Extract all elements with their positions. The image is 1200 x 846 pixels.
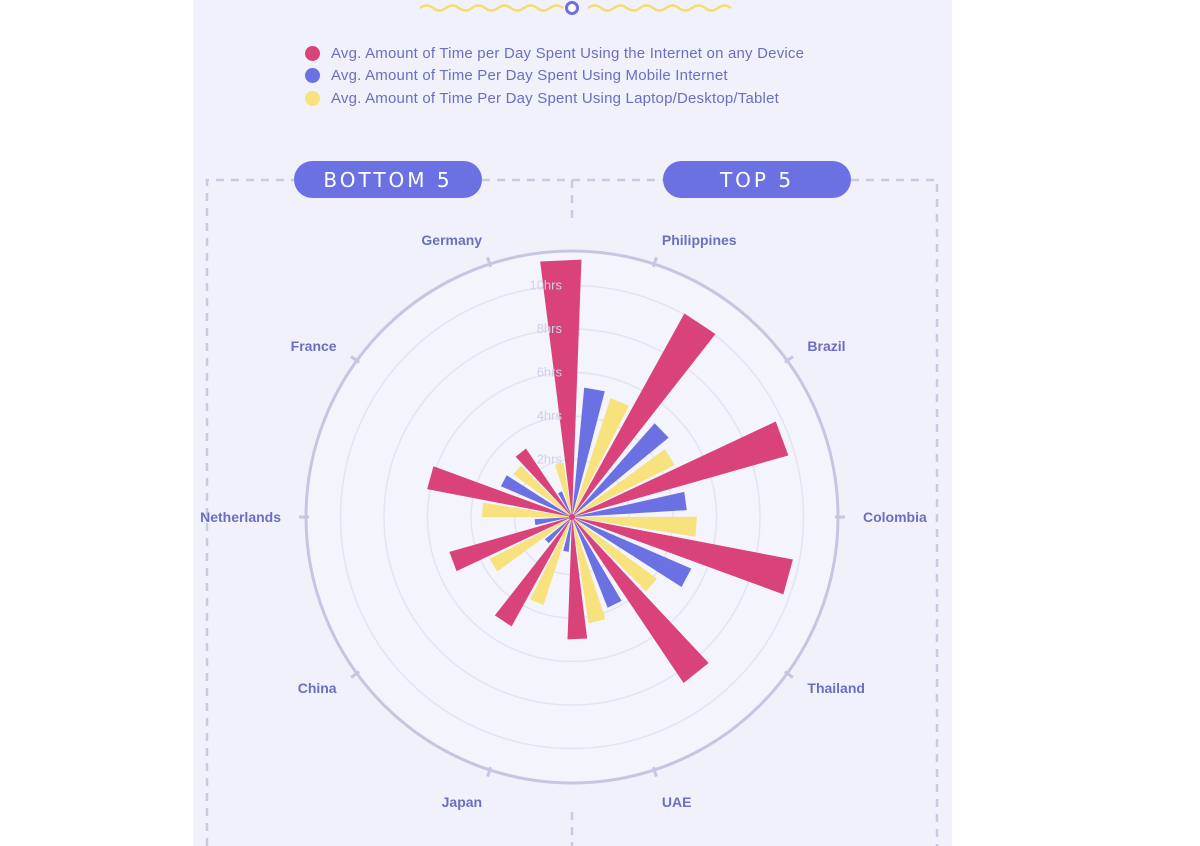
- ring-ornament-icon: [565, 1, 579, 15]
- bar-japan-laptop: [529, 517, 572, 606]
- bar-philippines-any_device: [540, 259, 582, 517]
- bar-netherlands-any_device: [449, 517, 572, 572]
- top-5-pill: TOP 5: [663, 161, 851, 198]
- header-decoration: [419, 1, 732, 15]
- tick-labels: 2hrs 4hrs 6hrs 8hrs 10hrs: [529, 278, 562, 467]
- category-label-france: France: [291, 338, 337, 354]
- chart-center: [569, 514, 575, 520]
- tick-label: 4hrs: [537, 408, 563, 423]
- category-label-colombia: Colombia: [863, 509, 927, 525]
- bar-brazil-laptop: [572, 449, 675, 517]
- category-notch: [651, 256, 658, 268]
- category-notch: [783, 355, 794, 364]
- bar-brazil-any_device: [572, 313, 716, 517]
- bar-china-any_device: [494, 517, 572, 627]
- category-notch: [486, 766, 493, 778]
- wave-decoration-left: [419, 4, 564, 12]
- legend-label: Avg. Amount of Time per Day Spent Using …: [331, 44, 805, 62]
- bar-netherlands-mobile: [534, 517, 572, 526]
- category-notch: [486, 256, 493, 268]
- category-label-netherlands: Netherlands: [200, 509, 281, 525]
- category-labels: Philippines Brazil Colombia Thailand UAE Japa…: [200, 232, 927, 810]
- bar-japan-any_device: [567, 517, 588, 640]
- bar-philippines-laptop: [572, 398, 629, 517]
- bar-france-mobile: [500, 475, 572, 517]
- frame-left: [205, 178, 294, 846]
- legend-dot: [305, 90, 320, 106]
- legend-item: Avg. Amount of Time Per Day Spent Using …: [305, 65, 804, 88]
- category-label-japan: Japan: [442, 794, 482, 810]
- bar-thailand-any_device: [572, 517, 793, 595]
- bar-china-mobile: [544, 517, 572, 544]
- bar-france-any_device: [427, 466, 572, 517]
- category-notch: [350, 670, 361, 679]
- legend-dot: [305, 45, 320, 61]
- tick-label: 10hrs: [529, 278, 562, 293]
- category-label-brazil: Brazil: [807, 338, 845, 354]
- bar-uae-any_device: [572, 517, 709, 683]
- bar-germany-mobile: [558, 491, 572, 517]
- category-label-china: China: [298, 680, 337, 696]
- bar-japan-mobile: [563, 517, 572, 552]
- bar-germany-laptop: [554, 462, 572, 517]
- tick-label: 2hrs: [537, 452, 563, 467]
- bar-brazil-mobile: [572, 423, 669, 517]
- bar-colombia-any_device: [572, 421, 789, 517]
- wave-decoration-right: [587, 4, 732, 12]
- category-label-philippines: Philippines: [662, 232, 737, 248]
- legend-item: Avg. Amount of Time Per Day Spent Using …: [305, 87, 804, 110]
- bar-colombia-laptop: [572, 516, 697, 537]
- category-notch: [350, 355, 361, 364]
- category-label-thailand: Thailand: [807, 680, 865, 696]
- legend-item: Avg. Amount of Time per Day Spent Using …: [305, 42, 804, 65]
- bar-colombia-mobile: [572, 491, 687, 517]
- category-label-germany: Germany: [421, 232, 482, 248]
- bar-thailand-mobile: [572, 517, 692, 588]
- group-frame: [205, 178, 939, 846]
- tick-label: 6hrs: [537, 365, 563, 380]
- bar-thailand-laptop: [572, 517, 658, 592]
- legend-label: Avg. Amount of Time Per Day Spent Using …: [331, 89, 779, 107]
- legend-label: Avg. Amount of Time Per Day Spent Using …: [331, 67, 728, 85]
- frame-right: [851, 178, 939, 846]
- bar-uae-laptop: [572, 517, 606, 624]
- bar-uae-mobile: [572, 517, 622, 608]
- bar-philippines-mobile: [572, 387, 605, 517]
- category-notch: [651, 766, 658, 778]
- category-notch: [783, 670, 794, 679]
- category-label-uae: UAE: [662, 794, 692, 810]
- tick-label: 8hrs: [537, 321, 563, 336]
- legend: Avg. Amount of Time per Day Spent Using …: [305, 42, 804, 110]
- legend-dot: [305, 68, 320, 84]
- bottom-5-pill: BOTTOM 5: [294, 161, 482, 198]
- bar-france-laptop: [513, 465, 572, 517]
- chart-bars: [427, 259, 793, 683]
- bar-germany-any_device: [515, 448, 572, 517]
- bar-china-laptop: [489, 517, 572, 572]
- bar-netherlands-laptop: [482, 502, 572, 518]
